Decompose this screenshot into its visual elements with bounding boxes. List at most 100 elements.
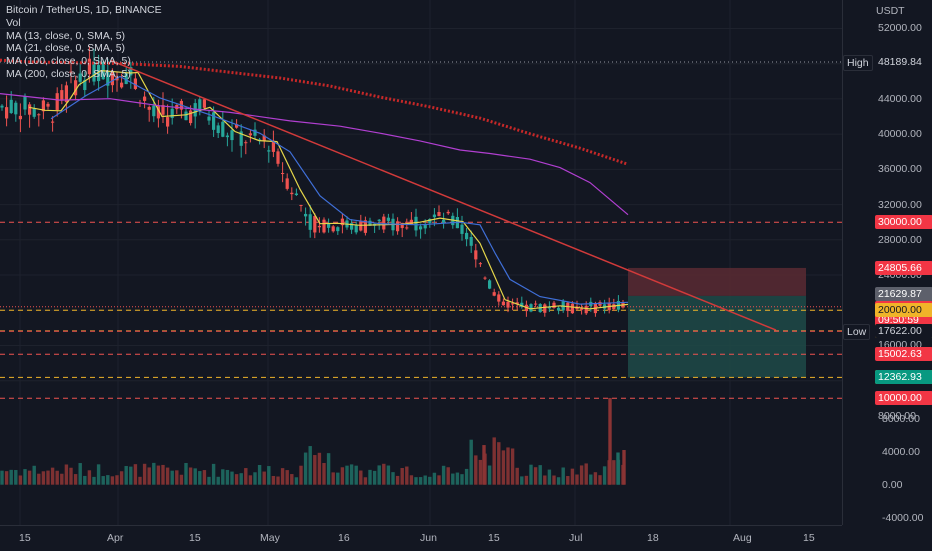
candle-body (529, 304, 533, 312)
legend-vol: Vol (6, 16, 21, 29)
candle-body (51, 121, 55, 123)
volume-bar (267, 466, 271, 485)
volume-bar (41, 471, 46, 485)
candle-body (331, 226, 335, 232)
candle-body (239, 131, 243, 146)
take-profit-zone (628, 295, 806, 378)
price-tick: 32000.00 (878, 198, 922, 211)
stop-loss-zone (628, 267, 806, 296)
candle-body (317, 225, 321, 228)
volume-bar (579, 465, 584, 485)
volume-tick: 8000.00 (882, 412, 920, 425)
volume-bar (152, 462, 156, 485)
candle-body (354, 225, 358, 233)
candle-body (400, 222, 404, 229)
volume-bar (211, 463, 216, 485)
volume-bars (0, 397, 626, 485)
candle-body (584, 305, 588, 314)
volume-bar (363, 477, 368, 485)
candle-body (442, 219, 446, 224)
candle-body (28, 104, 32, 115)
candle-body (446, 211, 450, 214)
volume-bar (308, 446, 312, 485)
candle-body (97, 65, 101, 82)
candle-body (543, 304, 547, 313)
volume-bar (271, 475, 276, 485)
volume-bar (83, 475, 87, 485)
volume-bar (37, 473, 41, 485)
volume-bar (27, 470, 32, 485)
candle-body (69, 71, 73, 73)
volume-bar (340, 467, 345, 485)
time-tick: Jul (569, 532, 583, 544)
volume-spike (608, 397, 612, 485)
volume-bar (322, 462, 326, 485)
time-tick: Aug (733, 532, 752, 544)
candle-body (432, 214, 436, 218)
volume-bar (244, 468, 248, 485)
candle-body (14, 102, 18, 115)
volume-bar (101, 476, 105, 485)
candle-body (336, 227, 340, 232)
candle-body (207, 116, 211, 121)
trendline[interactable] (110, 59, 777, 331)
volume-bar (32, 465, 36, 485)
volume-bar (248, 475, 253, 485)
volume-bar (474, 455, 478, 485)
price-tag-target: 12362.93 (875, 370, 932, 385)
volume-bar (129, 466, 133, 485)
ma-line-1 (28, 69, 629, 310)
volume-bar (598, 475, 602, 485)
candle-body (184, 111, 188, 121)
volume-bar (313, 455, 317, 485)
time-scale[interactable]: 15 Apr 15 May 16 Jun 15 Jul 18 Aug 15 (0, 525, 842, 551)
candle-body (557, 307, 561, 311)
volume-bar (400, 468, 404, 485)
candle-body (506, 301, 510, 308)
candles (0, 46, 625, 318)
volume-bar (377, 465, 381, 485)
candle-body (290, 192, 294, 195)
volume-bar (78, 463, 82, 485)
candle-body (83, 79, 87, 91)
time-tick: 18 (647, 532, 659, 544)
volume-bar (165, 467, 170, 485)
price-tag-stop: 24805.66 (875, 260, 932, 275)
volume-bar (230, 471, 234, 485)
candle-body (9, 99, 13, 114)
volume-bar (432, 472, 437, 485)
candle-body (110, 72, 114, 86)
candle-body (212, 112, 216, 130)
candle-body (308, 214, 312, 230)
volume-bar (55, 470, 59, 485)
volume-bar (9, 469, 13, 485)
candle-body (92, 62, 96, 82)
volume-bar (575, 474, 579, 485)
price-tag-entry: 21629.87 (875, 286, 932, 301)
candle-body (469, 237, 473, 246)
level-label-low: Low (843, 324, 871, 341)
candle-body (129, 67, 133, 76)
volume-bar (501, 450, 506, 485)
candle-body (492, 292, 496, 296)
candle-body (78, 73, 82, 82)
volume-bar (556, 477, 561, 485)
price-scale[interactable]: USDT52000.0048000.0044000.0040000.003600… (842, 0, 932, 525)
volume-bar (446, 467, 450, 485)
volume-bar (280, 468, 285, 485)
price-tag-support3: 15002.63 (875, 347, 932, 362)
candle-body (437, 211, 441, 217)
candle-body (143, 96, 147, 101)
candle-body (465, 232, 469, 240)
candle-body (386, 217, 390, 221)
volume-bar (492, 437, 496, 485)
candle-body (580, 308, 584, 310)
volume-bar (96, 464, 101, 485)
candle-body (276, 151, 280, 164)
volume-bar (524, 475, 529, 485)
volume-bar (391, 472, 395, 485)
time-tick: 15 (803, 532, 815, 544)
volume-bar (593, 472, 598, 485)
volume-bar (50, 467, 55, 485)
